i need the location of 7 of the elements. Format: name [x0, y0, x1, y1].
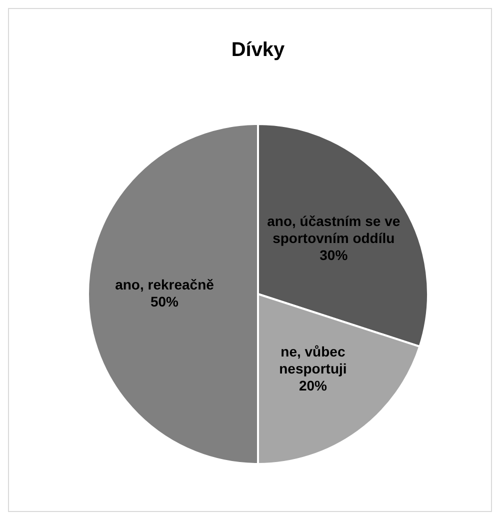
- data-label: 20%: [298, 377, 328, 394]
- data-label: 30%: [320, 246, 348, 263]
- data-label: 50%: [150, 293, 180, 310]
- slice-label: ne, vůbec nesportuji: [279, 343, 347, 376]
- slice-label: ano, účastním se ve sportovním oddílu: [267, 212, 400, 246]
- chart-title: Dívky: [231, 39, 286, 61]
- slice-label: ano, rekreačně: [115, 276, 214, 292]
